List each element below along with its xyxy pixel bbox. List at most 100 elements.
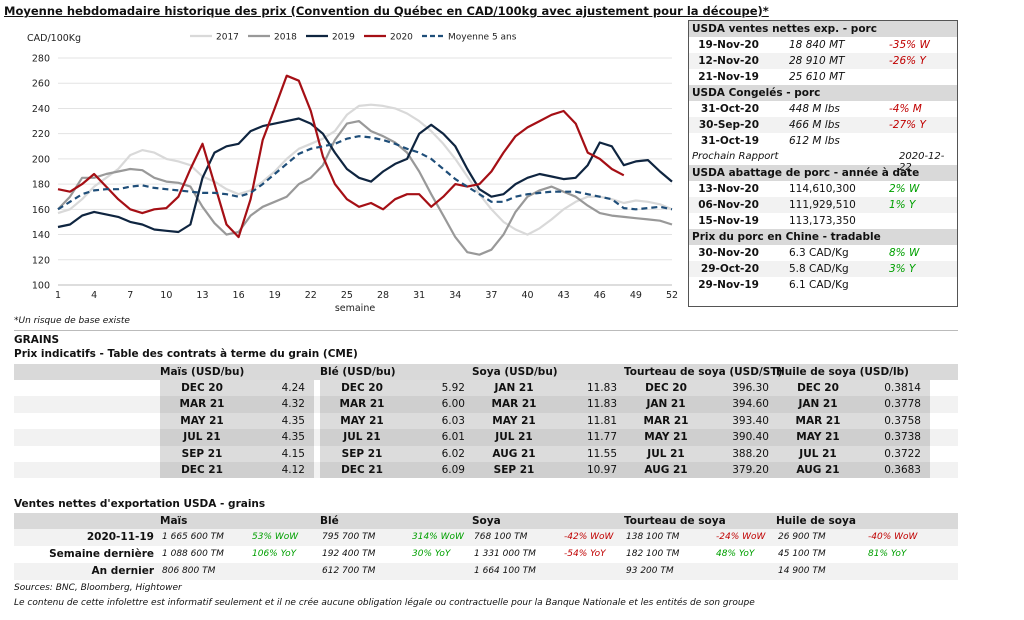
contract-month: MAY 21 (796, 431, 840, 444)
series-line-2020 (57, 74, 625, 239)
exports-row-label: Semaine dernière (49, 548, 154, 560)
exports-volume: 182 100 TM (626, 549, 680, 559)
x-tick-label: 28 (377, 290, 389, 301)
contract-month: AUG 21 (644, 463, 688, 476)
next-report-note: Prochain Rapport 2020-12-22 (689, 149, 957, 173)
y-tick-label: 120 (32, 255, 50, 266)
futures-cell-band (320, 396, 474, 413)
contract-price: 0.3722 (884, 447, 921, 460)
y-tick-label: 260 (32, 79, 50, 90)
contract-month: JAN 21 (798, 398, 838, 411)
futures-row: DEC 20 4.24 DEC 20 5.92 JAN 21 11.83 DEC 20 396… (14, 380, 958, 397)
panel-row-date: 29-Nov-19 (698, 279, 759, 291)
panel-row-date: 30-Nov-20 (698, 247, 759, 259)
x-tick-label: 25 (341, 290, 353, 301)
x-tick-label: 40 (521, 290, 533, 301)
panel-row-value: 612 M lbs (789, 135, 840, 147)
x-tick-label: 37 (485, 290, 497, 301)
panel-row-value: 113,173,350 (789, 215, 856, 227)
exports-change: 106% YoY (252, 549, 297, 559)
contract-month: JUL 21 (495, 431, 533, 444)
panel-row: 30-Nov-20 6.3 CAD/Kg 8% W (689, 245, 957, 261)
panel-row-value: 25 610 MT (789, 71, 845, 83)
panel-row: 29-Nov-19 6.1 CAD/Kg (689, 277, 957, 293)
disclaimer: Le contenu de cette infolettre est infor… (14, 598, 755, 608)
futures-cell-band (776, 396, 930, 413)
contract-month: JUL 21 (343, 431, 381, 444)
futures-column-header: Huile de soya (USD/lb) (776, 366, 909, 378)
exports-volume: 806 800 TM (162, 566, 216, 576)
panel-row-change: 1% Y (889, 199, 916, 211)
panel-section-title: Prix du porc en Chine - tradable (689, 229, 957, 245)
contract-price: 11.77 (586, 431, 617, 444)
futures-row: JUL 21 4.35 JUL 21 6.01 JUL 21 11.77 MAY 21 390… (14, 429, 958, 446)
panel-row: 12-Nov-20 28 910 MT -26% Y (689, 53, 957, 69)
panel-row-value: 111,929,510 (789, 199, 856, 211)
exports-column-header: Blé (320, 515, 339, 527)
series-line-2017 (57, 103, 673, 236)
y-tick-label: 200 (32, 154, 50, 165)
exports-volume: 1 331 000 TM (474, 549, 536, 559)
panel-row-date: 31-Oct-19 (700, 135, 759, 147)
contract-month: AUG 21 (492, 447, 536, 460)
next-report-label: Prochain Rapport (692, 151, 779, 162)
exports-volume: 795 700 TM (322, 532, 376, 542)
futures-cell-band (472, 429, 626, 446)
panel-row: 31-Oct-19 612 M lbs (689, 133, 957, 149)
contract-month: JAN 21 (494, 382, 534, 394)
futures-cell-band (320, 412, 474, 430)
series-line-2018 (57, 119, 673, 256)
futures-cell-band (472, 412, 626, 430)
futures-cell-band (472, 380, 626, 397)
futures-table-header: Maïs (USD/bu) Blé (USD/bu) Soya (USD/bu) To… (14, 364, 958, 380)
panel-row: 31-Oct-20 448 M lbs -4% M (689, 101, 957, 117)
futures-column-header: Soya (USD/bu) (472, 366, 558, 378)
exports-row-label: An dernier (91, 565, 154, 577)
panel-section-title: USDA ventes nettes exp. - porc (689, 21, 957, 37)
x-tick-label: 22 (305, 290, 317, 301)
panel-row-change: -4% M (889, 103, 922, 115)
panel-row-date: 31-Oct-20 (700, 103, 759, 115)
futures-row: MAY 21 4.35 MAY 21 6.03 MAY 21 11.81 MAR 21 393… (14, 412, 958, 430)
panel-row-date: 06-Nov-20 (698, 199, 759, 211)
x-tick-label: 7 (127, 290, 133, 301)
panel-row-change: 8% W (889, 247, 920, 259)
contract-price: 4.12 (281, 463, 305, 476)
legend-label: 2020 (390, 33, 413, 43)
panel-row-change: -35% W (889, 39, 930, 51)
y-tick-label: 180 (32, 180, 50, 191)
exports-change: 314% WoW (412, 532, 464, 542)
contract-price: 4.24 (281, 382, 305, 394)
contract-price: 11.83 (586, 382, 617, 394)
contract-month: MAR 21 (339, 398, 385, 411)
panel-row-date: 15-Nov-19 (698, 215, 759, 227)
panel-row: 06-Nov-20 111,929,510 1% Y (689, 197, 957, 213)
contract-month: SEP 21 (181, 447, 223, 460)
contract-price: 396.30 (732, 382, 769, 394)
x-tick-label: 4 (91, 290, 97, 301)
futures-cell-band (776, 429, 930, 446)
futures-cell-band (320, 445, 474, 462)
x-tick-label: 52 (666, 290, 678, 301)
contract-month: JUL 21 (647, 447, 685, 460)
exports-change: -54% YoY (564, 549, 606, 559)
contract-price: 394.60 (732, 398, 769, 411)
exports-column-header: Tourteau de soya (624, 515, 726, 527)
panel-section-title: USDA Congelés - porc (689, 85, 957, 101)
contract-price: 11.55 (586, 447, 617, 460)
futures-cell-band (320, 429, 474, 446)
panel-row: 30-Sep-20 466 M lbs -27% Y (689, 117, 957, 133)
exports-volume: 14 900 TM (778, 566, 826, 576)
exports-column-header: Maïs (160, 515, 188, 527)
panel-row: 19-Nov-20 18 840 MT -35% W (689, 37, 957, 53)
futures-row: MAR 21 4.32 MAR 21 6.00 MAR 21 11.83 JAN 21 394… (14, 396, 958, 413)
exports-table-title: Ventes nettes d'exportation USDA - grain… (14, 498, 266, 510)
exports-volume: 138 100 TM (626, 532, 680, 542)
contract-month: SEP 21 (493, 463, 535, 476)
price-history-chart: 100 120 140 160 180 200 220 240 260 280 1 4 7 10 13 16 1… (27, 33, 678, 315)
futures-cell-band (160, 412, 314, 430)
futures-cell-band (776, 461, 930, 479)
exports-table: Maïs Blé Soya Tourteau de soya Huile de soya… (14, 513, 958, 580)
panel-row-value: 448 M lbs (789, 103, 840, 115)
futures-cell-band (624, 396, 778, 413)
